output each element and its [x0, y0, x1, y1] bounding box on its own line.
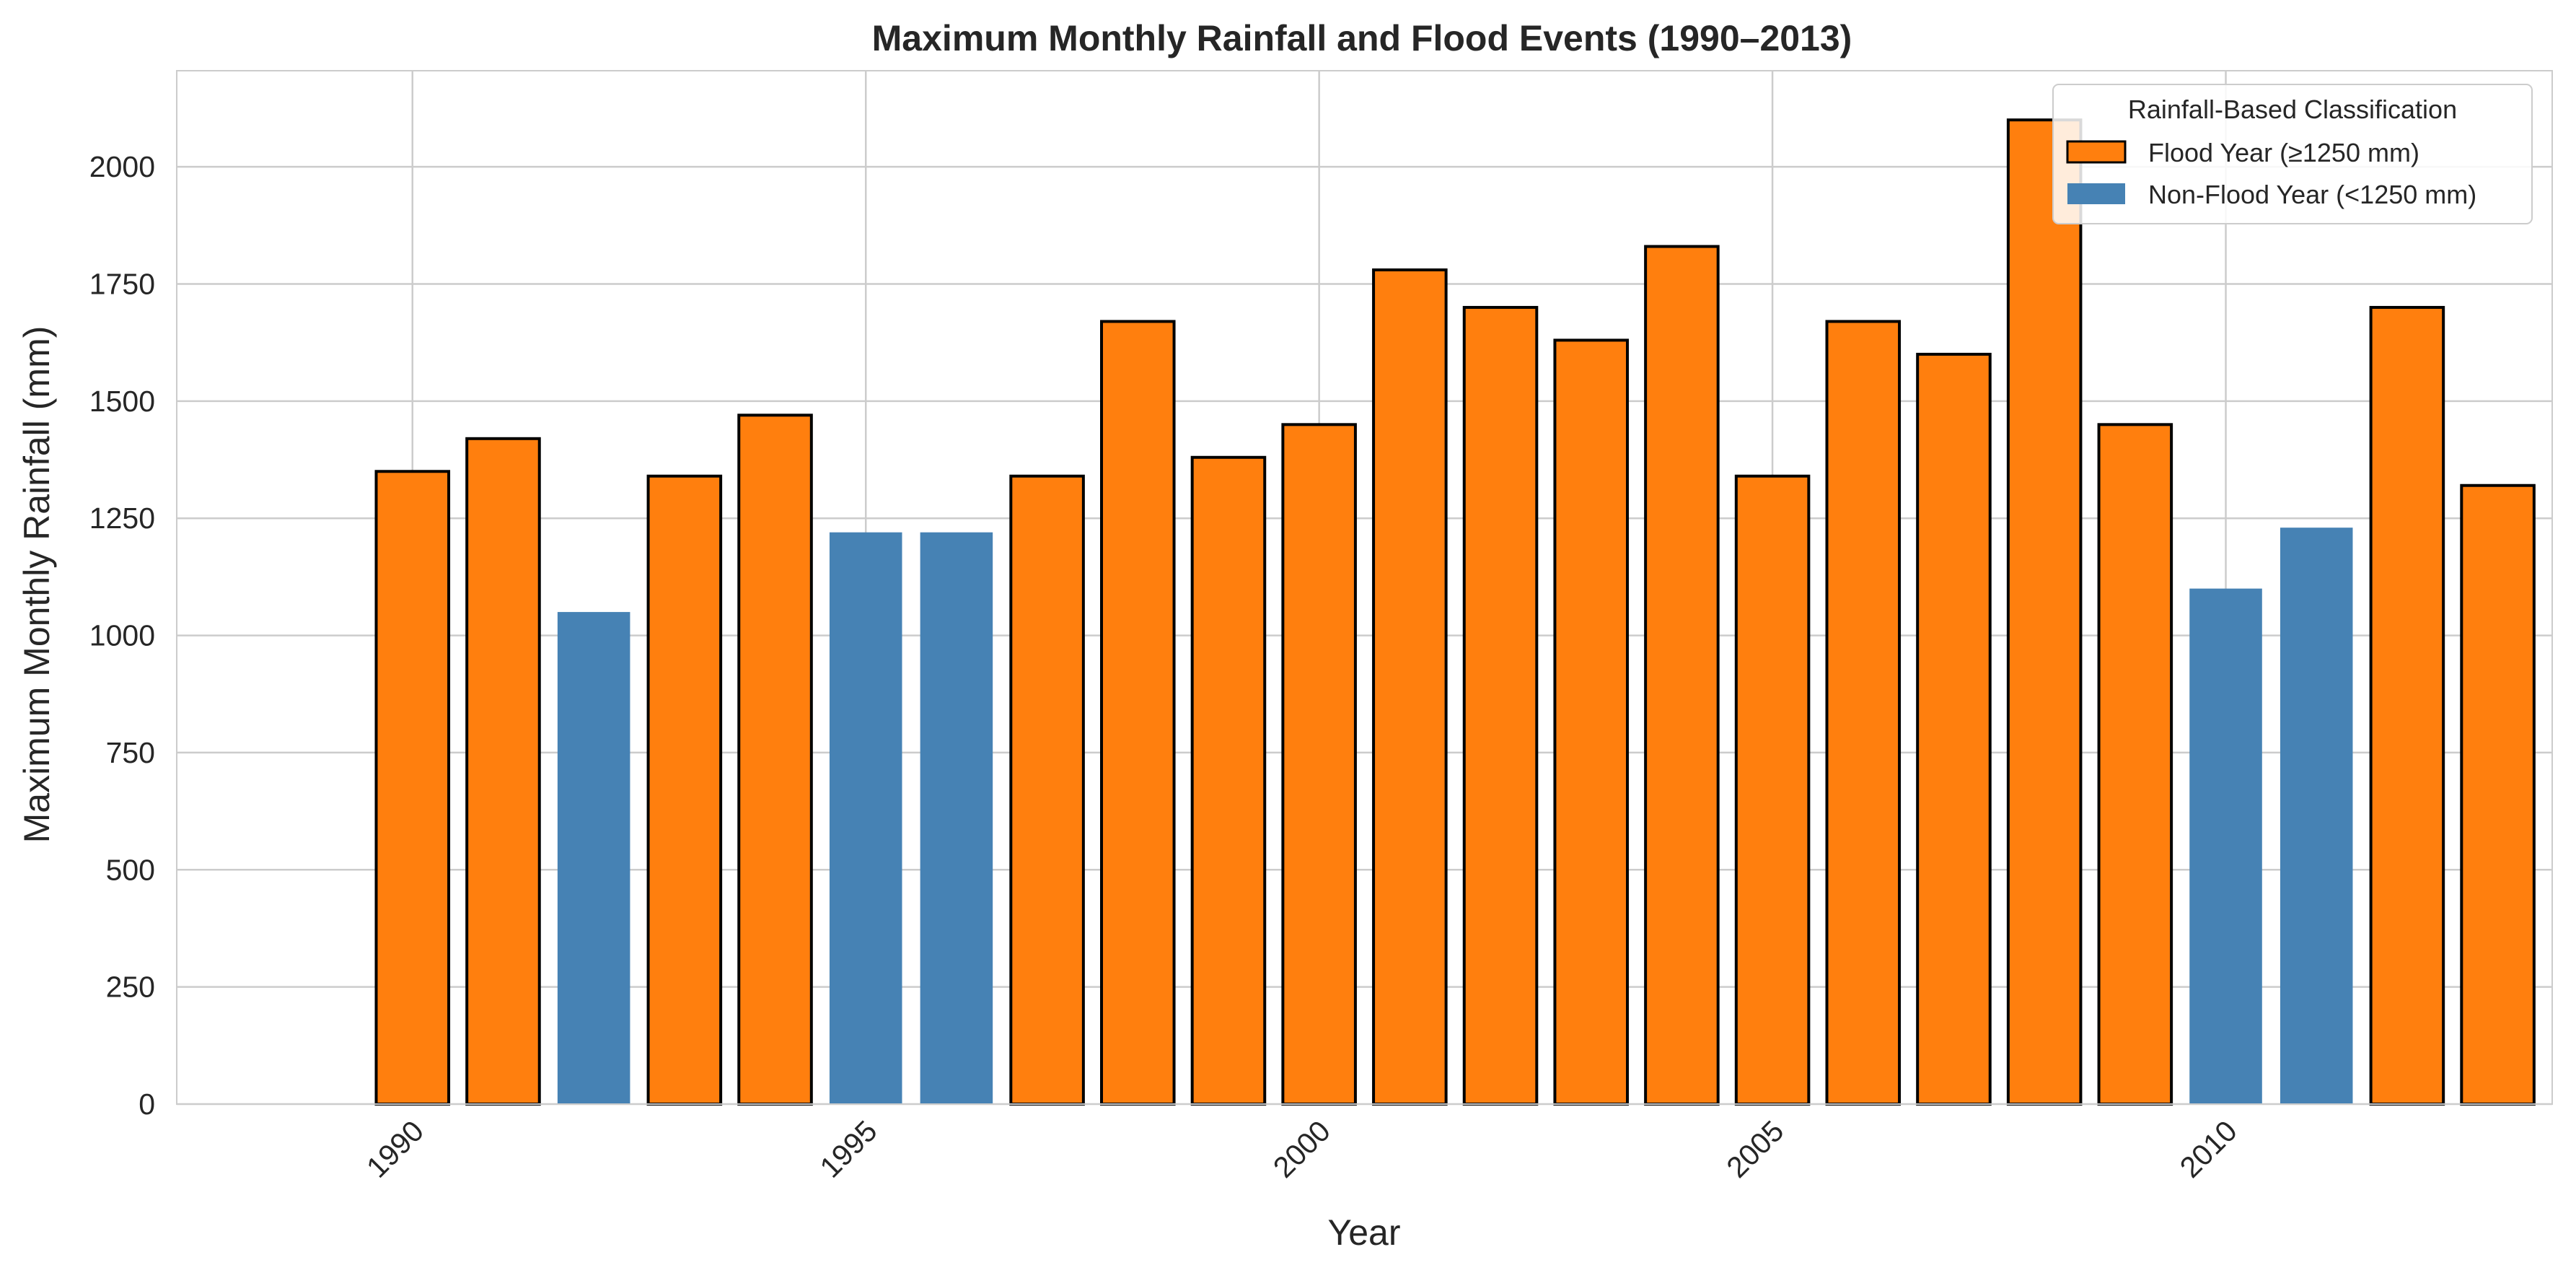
y-axis-label: Maximum Monthly Rainfall (mm)	[17, 326, 57, 844]
bar-1999	[1190, 455, 1267, 1106]
x-tick-label-2010: 2010	[2173, 1114, 2243, 1184]
y-tick-label-2000: 2000	[89, 150, 155, 183]
plot-area-frame	[176, 70, 2553, 1105]
legend-swatch-flood	[2066, 140, 2127, 164]
legend-label-non-flood: Non-Flood Year (<1250 mm)	[2148, 180, 2476, 209]
x-tick-label-1995: 1995	[814, 1114, 884, 1184]
bar-2011	[2280, 528, 2353, 1104]
legend-box	[2052, 84, 2533, 224]
bar-1991	[465, 437, 541, 1106]
x-tick-label-2000: 2000	[1267, 1114, 1337, 1184]
bar-1998	[1100, 320, 1176, 1106]
x-axis-ticks: 1990 1995 2000 2005 2010	[360, 1114, 2243, 1184]
x-tick-label-1990: 1990	[360, 1114, 430, 1184]
y-tick-label-750: 750	[106, 736, 155, 769]
bar-2013	[2460, 483, 2536, 1106]
bar-1995	[829, 532, 902, 1104]
bar-2005	[1734, 474, 1811, 1106]
y-tick-label-1750: 1750	[89, 267, 155, 300]
bar-2004	[1644, 245, 1720, 1106]
y-axis-ticks: 0 250 500 750 1000 1250 1500 1750 2000	[89, 150, 155, 1121]
bar-2003	[1553, 338, 1629, 1106]
y-tick-label-0: 0	[139, 1087, 155, 1121]
bar-2012	[2369, 305, 2445, 1106]
bar-2007	[1916, 352, 1992, 1106]
bar-2008	[2006, 118, 2083, 1106]
bar-1994	[737, 413, 813, 1106]
bar-1997	[1009, 474, 1085, 1106]
bar-1990	[374, 470, 451, 1106]
x-axis-label: Year	[1327, 1212, 1400, 1253]
bar-1993	[646, 474, 723, 1106]
legend: Rainfall-Based Classification Flood Year…	[2052, 84, 2533, 224]
bar-1996	[920, 532, 993, 1104]
chart-title: Maximum Monthly Rainfall and Flood Event…	[872, 18, 1852, 58]
bar-2006	[1825, 320, 1902, 1106]
bar-series	[374, 118, 2536, 1106]
legend-swatch-non-flood	[2067, 183, 2125, 204]
bar-2000	[1281, 423, 1357, 1106]
y-tick-label-250: 250	[106, 971, 155, 1004]
legend-label-flood: Flood Year (≥1250 mm)	[2148, 138, 2419, 167]
y-tick-label-1500: 1500	[89, 385, 155, 418]
bar-2002	[1462, 305, 1539, 1106]
bar-2001	[1372, 268, 1448, 1106]
legend-title: Rainfall-Based Classification	[2128, 95, 2457, 124]
bar-2010	[2189, 588, 2262, 1104]
bar-1992	[557, 612, 630, 1104]
y-tick-label-500: 500	[106, 853, 155, 886]
x-tick-label-2005: 2005	[1720, 1114, 1790, 1184]
y-tick-label-1250: 1250	[89, 502, 155, 535]
bar-2009	[2097, 423, 2173, 1106]
y-tick-label-1000: 1000	[89, 619, 155, 652]
